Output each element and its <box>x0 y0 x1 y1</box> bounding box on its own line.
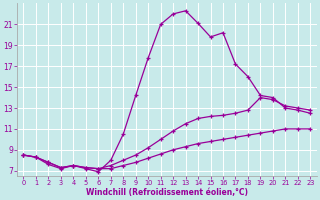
X-axis label: Windchill (Refroidissement éolien,°C): Windchill (Refroidissement éolien,°C) <box>86 188 248 197</box>
